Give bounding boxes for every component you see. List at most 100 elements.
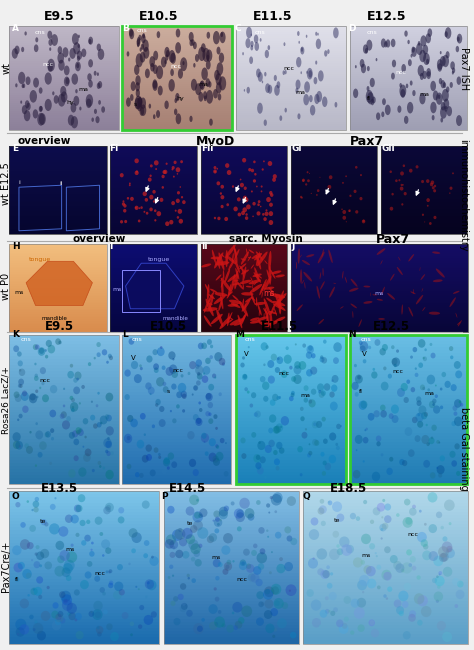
Text: ncc: ncc <box>395 70 406 75</box>
Ellipse shape <box>136 89 140 98</box>
Bar <box>110 220 197 222</box>
Ellipse shape <box>367 66 370 72</box>
Ellipse shape <box>418 413 420 417</box>
Ellipse shape <box>364 285 370 287</box>
Bar <box>291 246 468 247</box>
Bar <box>291 222 377 224</box>
Bar <box>291 261 468 263</box>
Bar <box>110 214 197 216</box>
Ellipse shape <box>254 34 258 44</box>
Bar <box>381 153 467 155</box>
Ellipse shape <box>118 507 124 514</box>
Bar <box>291 185 377 187</box>
Ellipse shape <box>160 346 163 349</box>
Bar <box>9 105 119 107</box>
Ellipse shape <box>328 185 331 189</box>
Bar <box>164 638 299 640</box>
Ellipse shape <box>410 81 412 86</box>
Ellipse shape <box>203 91 207 99</box>
Text: Rosa26 LacZ/+: Rosa26 LacZ/+ <box>2 366 10 434</box>
Ellipse shape <box>35 389 38 393</box>
Bar <box>122 466 231 469</box>
Bar <box>201 171 287 172</box>
Bar <box>9 346 119 350</box>
Ellipse shape <box>169 565 173 569</box>
Bar <box>236 111 346 113</box>
Text: fl: fl <box>367 96 371 101</box>
Bar <box>381 227 467 229</box>
Bar <box>9 410 119 413</box>
Bar <box>291 196 377 197</box>
Ellipse shape <box>182 602 186 606</box>
Ellipse shape <box>225 163 229 168</box>
Bar <box>291 214 377 216</box>
Bar <box>122 406 231 410</box>
Ellipse shape <box>219 252 225 270</box>
Ellipse shape <box>335 102 337 107</box>
Bar <box>381 202 467 204</box>
Ellipse shape <box>221 254 225 257</box>
Bar <box>122 95 232 97</box>
Ellipse shape <box>18 378 24 385</box>
Ellipse shape <box>256 68 261 77</box>
Bar <box>122 124 232 126</box>
Bar <box>350 88 467 90</box>
Bar <box>110 316 197 317</box>
Text: V: V <box>244 351 249 358</box>
Ellipse shape <box>440 51 442 55</box>
Ellipse shape <box>265 623 274 633</box>
Bar <box>381 216 467 218</box>
Bar <box>122 53 232 55</box>
Bar <box>236 398 346 400</box>
Ellipse shape <box>78 44 80 48</box>
Ellipse shape <box>180 583 186 590</box>
Ellipse shape <box>52 91 55 96</box>
Ellipse shape <box>154 161 159 165</box>
Bar <box>381 218 467 220</box>
Ellipse shape <box>164 170 167 174</box>
Ellipse shape <box>199 408 202 412</box>
Ellipse shape <box>135 207 137 209</box>
Bar <box>9 53 119 55</box>
Ellipse shape <box>33 588 35 591</box>
Ellipse shape <box>130 94 134 101</box>
Ellipse shape <box>244 89 245 92</box>
Bar <box>303 518 468 521</box>
Ellipse shape <box>97 352 100 357</box>
Ellipse shape <box>102 349 107 356</box>
Ellipse shape <box>176 404 180 408</box>
Bar <box>9 251 107 253</box>
Ellipse shape <box>25 443 29 448</box>
Ellipse shape <box>256 455 260 460</box>
Bar <box>9 491 159 644</box>
Bar <box>236 350 346 353</box>
Text: beta Gal staining: beta Gal staining <box>458 407 469 490</box>
Bar <box>9 424 119 428</box>
Bar <box>236 97 346 99</box>
Bar <box>122 338 231 341</box>
Ellipse shape <box>406 380 410 384</box>
Ellipse shape <box>264 307 269 322</box>
Bar <box>303 491 468 644</box>
Bar <box>110 279 197 281</box>
Ellipse shape <box>150 393 152 395</box>
Ellipse shape <box>293 365 301 374</box>
Ellipse shape <box>40 367 46 374</box>
Bar <box>122 90 232 92</box>
Ellipse shape <box>227 203 229 206</box>
Ellipse shape <box>241 270 249 274</box>
Ellipse shape <box>392 193 394 196</box>
Ellipse shape <box>245 216 248 220</box>
Ellipse shape <box>240 280 251 284</box>
Ellipse shape <box>71 408 74 412</box>
Bar <box>9 525 159 527</box>
Ellipse shape <box>220 195 224 200</box>
Ellipse shape <box>233 207 238 211</box>
Ellipse shape <box>18 413 23 419</box>
Ellipse shape <box>138 588 140 590</box>
Bar <box>291 225 377 227</box>
Text: ncc: ncc <box>283 66 295 71</box>
Ellipse shape <box>279 291 284 303</box>
Text: ma: ma <box>295 90 305 95</box>
Ellipse shape <box>219 53 224 63</box>
